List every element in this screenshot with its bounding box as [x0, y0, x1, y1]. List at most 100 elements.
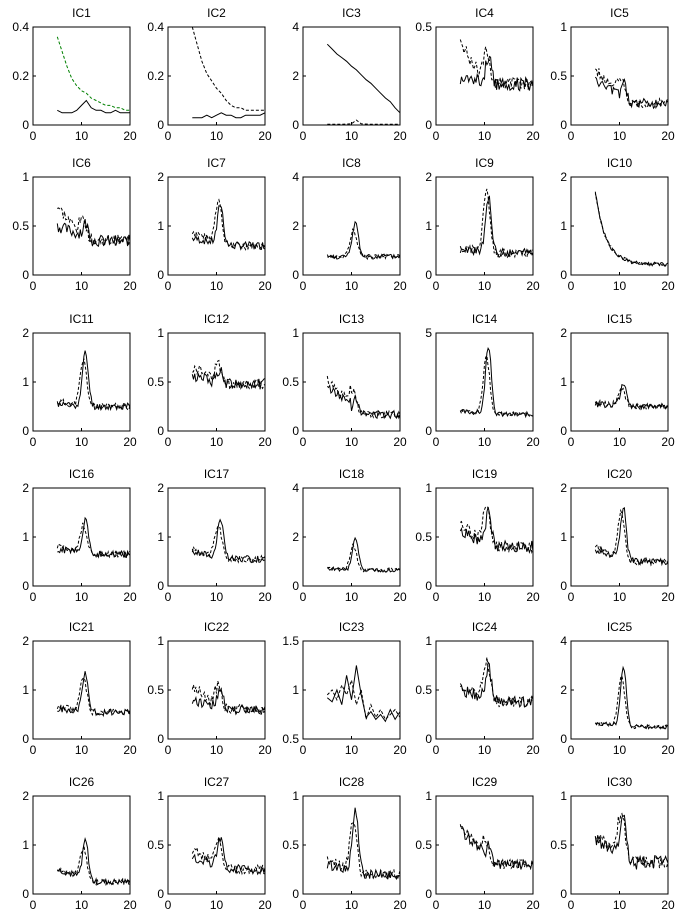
- x-tick-label: 20: [661, 743, 675, 757]
- y-tick-label: 2: [157, 170, 164, 184]
- x-tick-label: 0: [300, 898, 307, 912]
- y-tick-label: 2: [560, 326, 567, 340]
- y-tick-label: 0: [292, 579, 299, 593]
- y-tick-label: 1: [292, 683, 299, 697]
- x-tick-label: 10: [478, 898, 492, 912]
- y-tick-label: 2: [560, 481, 567, 495]
- series-line-dashed: [594, 812, 669, 869]
- y-tick-label: 0.2: [12, 69, 29, 83]
- y-tick-label: 0: [157, 887, 164, 901]
- panel-title: IC5: [610, 6, 629, 20]
- panel-ic14: IC14 0 10 20 0 5: [425, 312, 540, 449]
- y-tick-label: 0.4: [12, 20, 29, 34]
- panel-title: IC8: [342, 156, 361, 170]
- x-tick-label: 20: [258, 898, 272, 912]
- axes-box: [32, 795, 131, 895]
- y-tick-label: 1: [425, 219, 432, 233]
- x-tick-label: 20: [526, 435, 540, 449]
- y-tick-label: 0: [22, 118, 29, 132]
- series-line-dashed: [594, 508, 669, 567]
- x-tick-label: 0: [30, 743, 37, 757]
- y-tick-label: 0: [425, 887, 432, 901]
- x-tick-label: 20: [526, 743, 540, 757]
- series-line-dashed: [327, 119, 400, 125]
- y-tick-label: 0: [425, 579, 432, 593]
- x-tick-label: 10: [613, 898, 627, 912]
- x-tick-label: 20: [526, 898, 540, 912]
- series-line-solid: [459, 346, 534, 419]
- y-tick-label: 1: [157, 326, 164, 340]
- y-tick-label: 0: [22, 424, 29, 438]
- axes-box: [32, 176, 131, 276]
- axes-box: [302, 640, 401, 740]
- y-tick-label: 1: [22, 838, 29, 852]
- y-tick-label: 1: [560, 789, 567, 803]
- x-tick-label: 10: [345, 279, 359, 293]
- y-tick-label: 2: [22, 634, 29, 648]
- panel-title: IC25: [607, 620, 633, 634]
- axes-box: [570, 795, 669, 895]
- y-tick-label: 0: [292, 268, 299, 282]
- x-tick-label: 10: [478, 129, 492, 143]
- panel-ic17: IC17 0 10 20 0 1 2: [157, 467, 272, 604]
- panel-title: IC17: [204, 467, 230, 481]
- x-tick-label: 10: [210, 898, 224, 912]
- y-tick-label: 4: [292, 20, 299, 34]
- panel-ic5: IC5 0 10 20 0 0.5 1: [550, 6, 675, 143]
- panel-ic16: IC16 0 10 20 0 1 2: [22, 467, 137, 604]
- panel-ic15: IC15 0 10 20 0 1 2: [560, 312, 675, 449]
- y-tick-label: 1: [22, 375, 29, 389]
- panel-title: IC20: [607, 467, 633, 481]
- series-line-dashed: [191, 525, 266, 564]
- axes-box: [32, 26, 131, 126]
- x-tick-label: 20: [526, 590, 540, 604]
- x-tick-label: 0: [433, 435, 440, 449]
- panel-title: IC27: [204, 775, 230, 789]
- x-tick-label: 0: [165, 129, 172, 143]
- panel-title: IC11: [69, 312, 94, 326]
- panel-ic9: IC9 0 10 20 0 1 2: [425, 156, 540, 293]
- x-tick-label: 20: [661, 279, 675, 293]
- y-tick-label: 0: [560, 887, 567, 901]
- y-tick-label: 0.5: [550, 838, 567, 852]
- y-tick-label: 0.5: [147, 375, 164, 389]
- y-tick-label: 0.2: [147, 69, 164, 83]
- y-tick-label: 0: [425, 268, 432, 282]
- y-tick-label: 0: [22, 732, 29, 746]
- y-tick-label: 0.5: [147, 838, 164, 852]
- series-line-dashed: [326, 228, 401, 261]
- y-tick-label: 1: [560, 20, 567, 34]
- panel-title: IC4: [475, 6, 494, 20]
- series-line-dashed: [191, 26, 265, 111]
- x-tick-label: 20: [393, 590, 407, 604]
- x-tick-label: 10: [75, 590, 89, 604]
- x-tick-label: 10: [478, 435, 492, 449]
- y-tick-label: 0: [157, 579, 164, 593]
- series-line-dashed: [56, 677, 131, 718]
- panel-title: IC9: [475, 156, 494, 170]
- x-tick-label: 10: [613, 129, 627, 143]
- y-tick-label: 1: [157, 530, 164, 544]
- y-tick-label: 2: [22, 481, 29, 495]
- series-line-dashed: [57, 845, 131, 887]
- x-tick-label: 10: [75, 279, 89, 293]
- axes-box: [167, 332, 266, 432]
- axes-box: [435, 487, 534, 587]
- panel-ic24: IC24 0 10 20 0 0.5 1: [415, 620, 540, 757]
- series-line-solid: [459, 506, 534, 554]
- series-line-dashed: [594, 387, 669, 411]
- y-tick-label: 1: [292, 326, 299, 340]
- panel-title: IC12: [204, 312, 230, 326]
- x-tick-label: 20: [258, 129, 272, 143]
- x-tick-label: 0: [30, 590, 37, 604]
- y-tick-label: 0: [22, 268, 29, 282]
- x-tick-label: 20: [123, 898, 137, 912]
- panel-title: IC14: [472, 312, 498, 326]
- y-tick-label: 1: [157, 634, 164, 648]
- x-tick-label: 10: [613, 435, 627, 449]
- x-tick-label: 10: [478, 590, 492, 604]
- x-tick-label: 0: [300, 279, 307, 293]
- series-line-dashed: [191, 834, 266, 876]
- axes-box: [32, 487, 131, 587]
- x-tick-label: 10: [210, 743, 224, 757]
